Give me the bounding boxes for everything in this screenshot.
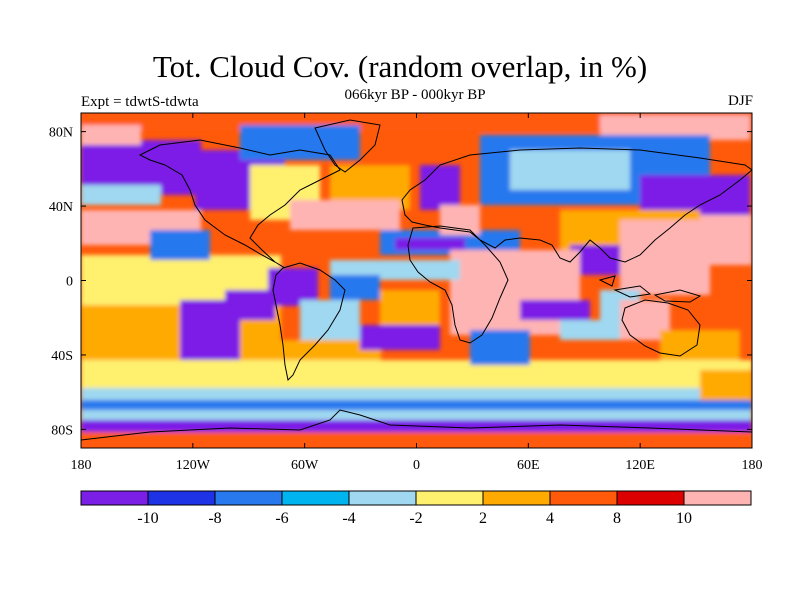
x-tick-label: 60E [517,458,540,473]
colorbar-swatch [482,490,551,506]
continent-outlines [81,119,752,441]
y-tick-label: 80S [51,423,73,438]
colorbar-swatch [214,490,283,506]
cloud-cover-field [81,113,752,448]
colorbar-swatch [683,490,752,506]
x-tick-label: 120E [625,458,655,473]
longitude-axis: 180 120W 60W 0 60E 120E 180 [71,113,763,473]
latitude-axis: 80N 40N 0 40S 80S [49,126,752,438]
antarctica-outline [81,409,752,441]
colorbar-swatch [147,490,216,506]
x-tick-label: 0 [413,458,420,473]
europe-asia-outline [401,147,752,263]
colorbar-label: -6 [275,510,288,527]
y-tick-label: 80N [49,126,73,141]
colorbar: -10 -8 -6 -4 -2 2 4 8 10 [80,490,752,527]
australia-outline [621,299,701,357]
x-tick-label: 60W [291,458,319,473]
colorbar-label: 2 [479,510,487,527]
season-label: DJF [727,93,753,109]
colorbar-label: -8 [208,510,221,527]
y-tick-label: 40N [49,200,73,215]
x-tick-label: 120W [176,458,211,473]
greenland-outline [314,119,381,173]
colorbar-swatch [348,490,417,506]
colorbar-label: 4 [546,510,554,527]
plot-title: Tot. Cloud Cov. (random overlap, in %) [152,49,648,84]
y-tick-label: 40S [51,349,73,364]
north-america-outline [138,139,341,269]
colorbar-swatch [281,490,350,506]
colorbar-label: -2 [409,510,422,527]
colorbar-label: -4 [342,510,355,527]
south-america-outline [272,262,346,382]
colorbar-label: 8 [613,510,621,527]
x-tick-label: 180 [71,458,92,473]
colorbar-label: 10 [676,510,692,527]
colorbar-swatch [415,490,484,506]
plot-subtitle: 066kyr BP - 000kyr BP [344,87,486,103]
africa-outline [407,225,509,344]
colorbar-swatch [616,490,685,506]
y-tick-label: 0 [66,275,73,290]
colorbar-swatch [549,490,618,506]
indonesia-outline [598,275,702,303]
experiment-label: Expt = tdwtS-tdwta [81,94,199,110]
colorbar-swatch [80,490,149,506]
x-tick-label: 180 [742,458,763,473]
colorbar-label: -10 [137,510,158,527]
